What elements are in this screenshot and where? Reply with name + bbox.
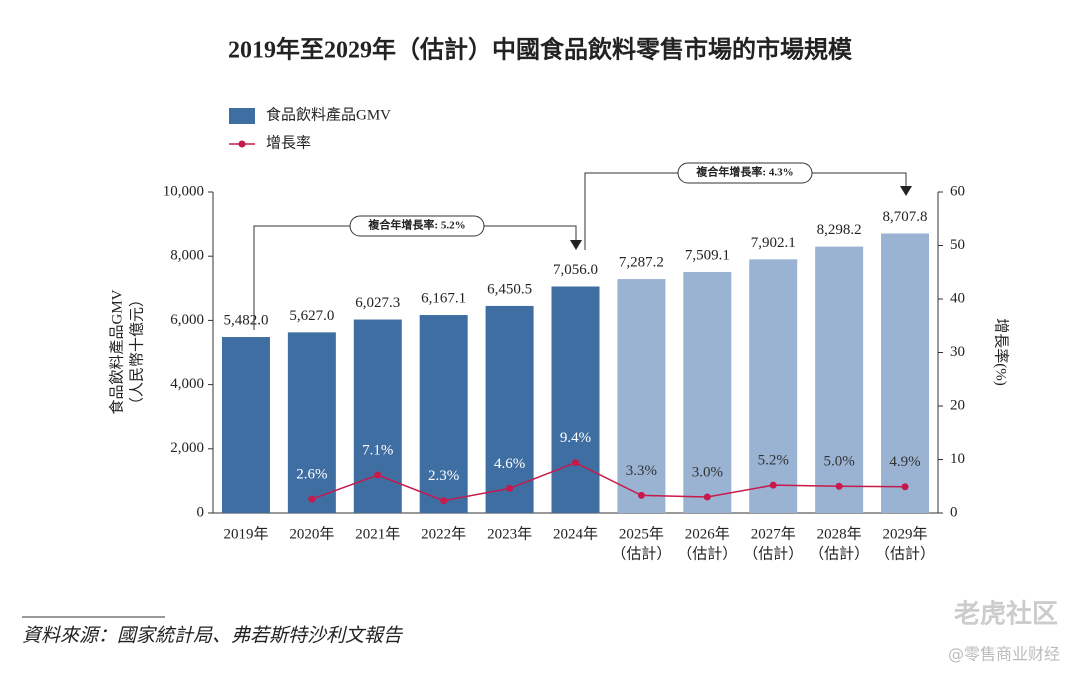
x-tick-label: （估計）	[677, 545, 737, 562]
growth-value-label: 2.6%	[296, 467, 327, 483]
cagr-bracket	[584, 172, 907, 250]
growth-marker	[506, 484, 514, 492]
chart-title: 2019年至2029年（估計）中國食品飲料零售市場的市場規模	[228, 36, 853, 64]
growth-value-label: 9.4%	[560, 430, 591, 446]
growth-marker	[769, 481, 777, 489]
legend-label: 增長率	[266, 134, 311, 151]
growth-value-label: 4.9%	[889, 454, 920, 470]
bar-value-label: 6,450.5	[487, 281, 532, 297]
growth-marker	[308, 495, 316, 503]
growth-marker	[572, 459, 579, 467]
x-tick-label: 2020年	[289, 525, 334, 542]
x-tick-label: 2027年	[751, 525, 796, 542]
y-tick-label: 0	[197, 504, 205, 520]
y-tick-label: 2,000	[170, 440, 204, 456]
x-tick-label: （估計）	[809, 545, 869, 562]
growth-value-label: 2.3%	[428, 468, 459, 484]
x-tick-label: （估計）	[743, 545, 803, 562]
y2-tick-label: 60	[950, 183, 965, 199]
growth-value-label: 5.2%	[758, 453, 789, 469]
x-tick-label: 2024年	[553, 525, 598, 542]
x-tick-label: 2022年	[421, 525, 466, 542]
bar	[815, 246, 864, 513]
y2-tick-label: 50	[950, 237, 965, 253]
bar	[353, 319, 402, 513]
growth-marker	[440, 497, 448, 505]
x-tick-label: 2029年	[883, 525, 928, 542]
y-tick-label: 10,000	[163, 183, 204, 199]
bar-value-label: 5,627.0	[289, 308, 334, 324]
x-tick-label: （估計）	[611, 545, 671, 562]
arrow-head	[570, 240, 582, 250]
bar	[221, 337, 270, 513]
legend-label: 食品飲料產品GMV	[266, 106, 391, 123]
y2-tick-label: 0	[950, 504, 958, 520]
watermark: @零售商业财经	[948, 645, 1060, 664]
legend-swatch	[229, 108, 255, 124]
growth-marker	[901, 483, 909, 491]
y-tick-label: 4,000	[170, 376, 204, 392]
annotation-box	[349, 215, 485, 237]
growth-marker	[835, 482, 843, 490]
growth-line	[311, 461, 906, 502]
growth-value-label: 7.1%	[362, 442, 393, 458]
bar	[881, 233, 930, 513]
source: 資料來源：國家統計局、弗若斯特沙利文報告	[22, 624, 404, 646]
bar-value-label: 6,167.1	[421, 290, 466, 306]
annotation: 複合年增長率: 4.3%	[695, 165, 793, 179]
y-tick-label: 8,000	[170, 248, 204, 264]
bar-value-label: 7,056.0	[553, 262, 598, 278]
bar-value-label: 7,509.1	[685, 247, 730, 263]
x-tick-label: 2026年	[685, 525, 730, 542]
x-tick-label: 2025年	[619, 525, 664, 542]
growth-value-label: 5.0%	[824, 454, 855, 470]
y2-tick-label: 30	[950, 344, 965, 360]
legend-marker	[238, 140, 246, 148]
x-tick-label: 2023年	[487, 525, 532, 542]
bar-value-label: 8,707.8	[883, 209, 928, 225]
bar-value-label: 5,482.0	[223, 312, 268, 328]
watermark: 老虎社区	[954, 599, 1058, 630]
bar-value-label: 7,902.1	[751, 235, 796, 251]
arrow-head	[900, 186, 912, 196]
y-axis-label-line: 食品飲料產品GMV	[108, 289, 125, 414]
bar	[287, 332, 336, 513]
y2-tick-label: 20	[950, 397, 965, 413]
annotation-box	[677, 162, 813, 184]
bar	[617, 279, 666, 513]
bar	[749, 259, 798, 513]
y2-tick-label: 40	[950, 290, 965, 306]
bar	[551, 286, 600, 513]
y-axis-label: 食品飲料產品GMV （人民幣十億元）	[108, 289, 145, 414]
x-tick-label: 2021年	[355, 525, 400, 542]
bar-value-label: 8,298.2	[817, 222, 862, 238]
annotation: 複合年增長率: 5.2%	[367, 218, 465, 232]
x-tick-label: （估計）	[875, 545, 935, 562]
bar	[485, 305, 534, 513]
bar	[683, 271, 732, 513]
growth-marker	[637, 491, 645, 499]
y2-tick-label: 10	[950, 451, 965, 467]
bar-value-label: 6,027.3	[355, 295, 400, 311]
x-tick-label: 2028年	[817, 525, 862, 542]
x-tick-label: 2019年	[223, 525, 268, 542]
bar-value-label: 7,287.2	[619, 255, 664, 271]
growth-value-label: 3.3%	[626, 463, 657, 479]
growth-value-label: 4.6%	[494, 456, 525, 472]
bar	[419, 315, 468, 513]
y-axis-label-line: （人民幣十億元）	[128, 292, 145, 412]
y-tick-label: 6,000	[170, 312, 204, 328]
y2-axis-label: 增長率(%)	[993, 318, 1010, 386]
growth-marker	[374, 471, 382, 479]
growth-value-label: 3.0%	[692, 464, 723, 480]
growth-marker	[703, 493, 711, 501]
